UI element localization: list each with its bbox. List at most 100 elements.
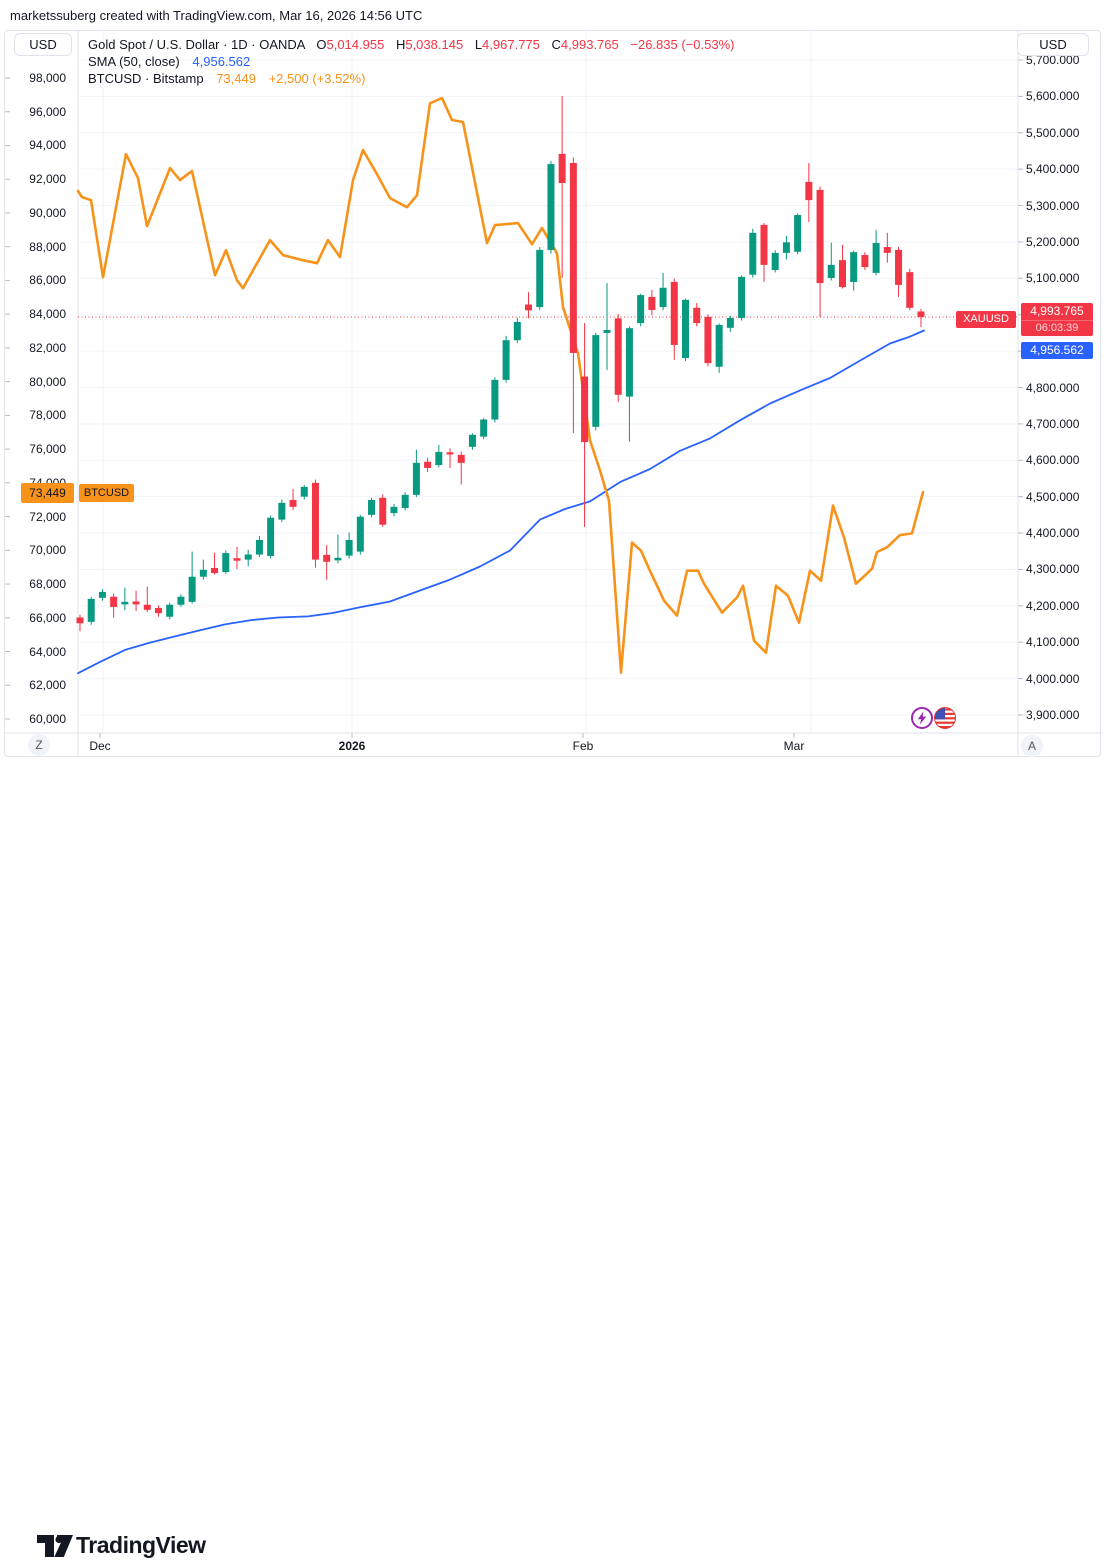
right-axis-label[interactable]: 5,100.000 [1026,271,1080,286]
symbol-legend-row[interactable]: Gold Spot / U.S. Dollar · 1D · OANDA O5,… [88,37,734,52]
candle-body [749,232,757,275]
time-axis-label[interactable]: 2026 [338,739,366,753]
right-axis-label[interactable]: 4,300.000 [1026,562,1080,577]
candle-body [917,311,925,317]
candle-body [323,554,331,562]
candle-body [98,592,106,598]
candle-body [872,243,880,273]
candle-body [513,322,521,341]
left-axis-label[interactable]: 82,000 [29,340,66,355]
right-axis-label[interactable]: 5,500.000 [1026,125,1080,140]
tradingview-logo-icon[interactable] [36,1532,74,1560]
right-scale-unit-button[interactable]: USD [1017,33,1089,56]
btc-line [76,96,925,674]
zoom-shortcut-button[interactable]: Z [28,734,50,756]
left-axis-label[interactable]: 76,000 [29,442,66,457]
ohlc-high-value: 5,038.145 [405,37,464,52]
time-axis-label[interactable]: Dec [89,739,111,753]
candle-body [188,576,196,602]
candle-body [693,307,701,324]
candle-body [278,502,286,520]
ohlc-close-key: C [551,37,561,52]
candle-body [592,335,600,427]
right-axis-label[interactable]: 5,200.000 [1026,234,1080,249]
candle-body [334,557,342,561]
candle-body [222,553,230,572]
candle-body [211,567,219,574]
left-axis-label[interactable]: 72,000 [29,509,66,524]
candle-body [401,494,409,508]
candle-body [480,419,488,437]
left-axis-label[interactable]: 96,000 [29,104,66,119]
ohlc-low-value: 4,967.775 [482,37,540,52]
right-axis-label[interactable]: 4,200.000 [1026,598,1080,613]
left-scale-unit-button[interactable]: USD [14,33,72,56]
ohlc-open-value: 5,014.955 [326,37,385,52]
candle-body [457,454,465,463]
lightning-icon[interactable] [911,707,933,729]
candle-body [771,252,779,270]
left-axis-label[interactable]: 64,000 [29,644,66,659]
right-axis-label[interactable]: 4,700.000 [1026,416,1080,431]
gridlines [78,30,1018,733]
auto-scale-button[interactable]: A [1021,735,1043,757]
left-axis-label[interactable]: 62,000 [29,678,66,693]
candle-body [244,554,252,560]
right-axis-label[interactable]: 4,600.000 [1026,453,1080,468]
candlestick-series [76,96,925,632]
ohlc-low-key: L [474,37,483,52]
left-axis-label[interactable]: 94,000 [29,138,66,153]
right-axis-label[interactable]: 4,500.000 [1026,489,1080,504]
candle-body [199,569,207,577]
left-axis-label[interactable]: 88,000 [29,239,66,254]
candle-body [177,596,185,605]
right-axis-label[interactable]: 5,300.000 [1026,198,1080,213]
right-axis-label[interactable]: 4,000.000 [1026,671,1080,686]
right-axis-label[interactable]: 4,100.000 [1026,635,1080,650]
right-axis-label[interactable]: 5,400.000 [1026,162,1080,177]
left-axis-label[interactable]: 70,000 [29,543,66,558]
time-axis-label[interactable]: Mar [783,739,805,753]
sma-legend-row[interactable]: SMA (50, close) 4,956.562 [88,54,250,69]
candle-body [883,247,891,253]
candle-body [850,252,858,282]
time-axis-label[interactable]: Feb [572,739,594,753]
left-axis-label[interactable]: 90,000 [29,205,66,220]
sma-value: 4,956.562 [192,54,251,69]
candle-body [255,539,263,555]
left-axis-label[interactable]: 60,000 [29,712,66,726]
candle-body [132,601,140,605]
candle-body [704,316,712,364]
right-axis-label[interactable]: 5,700.000 [1026,53,1080,67]
candle-body [446,452,454,455]
candle-body [738,276,746,318]
btc-legend-row[interactable]: BTCUSD · Bitstamp 73,449 +2,500 (+3.52%) [88,71,365,86]
left-axis-label[interactable]: 92,000 [29,172,66,187]
candle-body [424,461,432,468]
candle-body [614,318,622,395]
left-axis-label[interactable]: 80,000 [29,374,66,389]
right-axis-label[interactable]: 5,600.000 [1026,89,1080,104]
candle-body [726,317,734,328]
us-flag-icon[interactable] [934,707,956,729]
left-axis-label[interactable]: 84,000 [29,307,66,322]
left-axis-label[interactable]: 68,000 [29,577,66,592]
tradingview-logo-text[interactable]: TradingView [76,1532,206,1558]
right-axis-label[interactable]: 3,900.000 [1026,708,1080,722]
left-axis-label[interactable]: 86,000 [29,273,66,288]
candle-body [794,215,802,252]
candle-body [895,249,903,285]
btc-symbol-badge: BTCUSD [79,484,134,502]
bar-countdown[interactable]: 06:03:39 [1021,320,1093,335]
candle-body [805,181,813,201]
left-axis-label[interactable]: 98,000 [29,71,66,85]
candle-body [166,604,174,617]
chart-canvas[interactable] [0,0,1107,818]
right-axis-label[interactable]: 4,400.000 [1026,526,1080,541]
symbol-title: Gold Spot / U.S. Dollar · 1D · OANDA [88,37,305,52]
right-axis-label[interactable]: 4,800.000 [1026,380,1080,395]
left-axis-label[interactable]: 66,000 [29,610,66,625]
btc-price-label: 73,449 [21,483,74,503]
candle-body [412,462,420,495]
left-axis-label[interactable]: 78,000 [29,408,66,423]
